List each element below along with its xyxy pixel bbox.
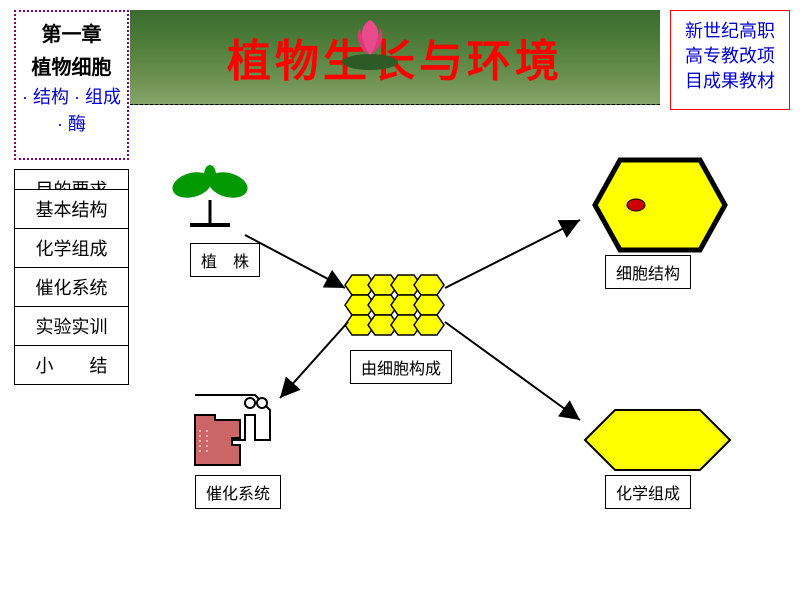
arrow-center-catalysis	[280, 322, 348, 398]
label-center: 由细胞构成	[350, 350, 452, 384]
nav-item-experiment[interactable]: 实验实训	[14, 306, 129, 346]
lotus-icon	[330, 10, 410, 70]
subtitle-box: 新世纪高职高专教改项目成果教材	[670, 10, 790, 110]
cell-icon	[595, 160, 725, 250]
label-cell: 细胞结构	[605, 255, 691, 289]
chapter-box: 第一章 植物细胞 · 结构 · 组成 · 酶	[14, 10, 129, 160]
catalysis-icon	[195, 395, 270, 465]
chapter-subtitle: · 结构 · 组成 · 酶	[20, 84, 123, 138]
tissue-icon	[345, 275, 444, 335]
label-chemistry: 化学组成	[605, 475, 691, 509]
arrow-center-cell	[445, 220, 580, 288]
nav-item-summary[interactable]: 小 结	[14, 345, 129, 385]
chapter-number: 第一章	[20, 18, 123, 47]
nav-list: 目的要求 基本结构 化学组成 催化系统 实验实训 小 结	[14, 170, 129, 385]
chapter-title: 植物细胞	[20, 51, 123, 80]
nav-item-chemistry[interactable]: 化学组成	[14, 228, 129, 268]
label-catalysis: 催化系统	[195, 475, 281, 509]
arrow-center-chemistry	[445, 322, 580, 420]
nav-item-structure[interactable]: 基本结构	[14, 189, 129, 229]
banner: 植物生长与环境	[130, 10, 660, 105]
plant-icon	[170, 165, 251, 225]
nav-item-catalysis[interactable]: 催化系统	[14, 267, 129, 307]
chemistry-icon	[585, 410, 730, 470]
label-plant: 植 株	[190, 243, 260, 277]
